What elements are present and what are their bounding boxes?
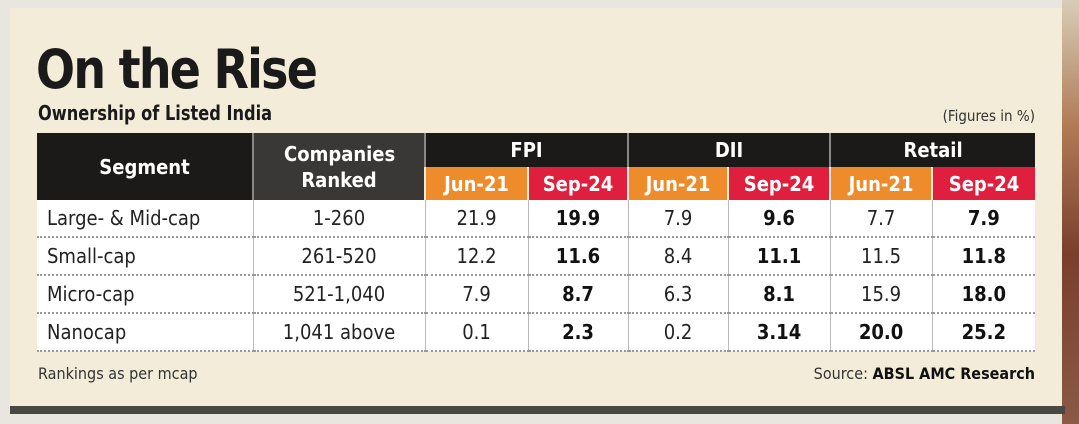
value-cell: 7.7	[829, 200, 933, 238]
header-period-jun-21: Jun-21	[627, 167, 729, 200]
value-cell: 8.1	[727, 275, 831, 314]
value-cell: 0.2	[627, 313, 729, 352]
value-cell: 19.9	[527, 200, 629, 238]
ownership-table: Segment Companies Ranked FPI DII Retail …	[37, 133, 1036, 352]
companies-cell: 261-520	[252, 237, 425, 276]
value-cell: 11.1	[727, 237, 831, 276]
companies-cell: 1-260	[252, 200, 425, 238]
value-cell: 11.5	[829, 237, 933, 276]
companies-cell: 1,041 above	[252, 313, 425, 352]
table-row: Nanocap 1,041 above 0.1 2.3 0.2 3.14 20.0 25.2	[37, 313, 1036, 352]
header-period-sep-24: Sep-24	[931, 167, 1036, 200]
header-fpi: FPI	[423, 133, 629, 167]
header-segment: Segment	[37, 133, 253, 200]
source-line: Source: ABSL AMC Research	[814, 364, 1035, 383]
bottom-bar	[10, 406, 1065, 414]
value-cell: 11.6	[527, 237, 629, 276]
value-cell: 15.9	[829, 275, 933, 314]
value-cell: 8.7	[527, 275, 629, 314]
header-dii: DII	[627, 133, 831, 167]
header-period-jun-21: Jun-21	[424, 167, 528, 200]
segment-cell: Small-cap	[37, 237, 253, 276]
units-note: (Figures in %)	[942, 107, 1035, 125]
segment-cell: Large- & Mid-cap	[37, 200, 253, 238]
header-retail: Retail	[829, 133, 1036, 167]
value-cell: 18.0	[931, 275, 1036, 314]
value-cell: 6.3	[627, 275, 729, 314]
value-cell: 11.8	[931, 237, 1036, 276]
value-cell: 2.3	[527, 313, 629, 352]
value-cell: 7.9	[627, 200, 729, 238]
source-name: ABSL AMC Research	[872, 364, 1035, 383]
chart-title: On the Rise	[36, 38, 318, 101]
table-row: Micro-cap 521-1,040 7.9 8.7 6.3 8.1 15.9 18.0	[37, 275, 1036, 314]
value-cell: 7.9	[424, 275, 528, 314]
chart-subtitle: Ownership of Listed India	[38, 101, 273, 125]
header-period-jun-21: Jun-21	[829, 167, 933, 200]
value-cell: 7.9	[931, 200, 1036, 238]
value-cell: 20.0	[829, 313, 933, 352]
source-label: Source:	[813, 364, 868, 383]
segment-cell: Nanocap	[37, 313, 253, 352]
value-cell: 25.2	[931, 313, 1036, 352]
value-cell: 3.14	[727, 313, 831, 352]
value-cell: 9.6	[727, 200, 831, 238]
header-period-sep-24: Sep-24	[727, 167, 831, 200]
value-cell: 12.2	[424, 237, 528, 276]
table-row: Large- & Mid-cap 1-260 21.9 19.9 7.9 9.6 7.7 7.…	[37, 200, 1036, 238]
header-companies: Companies Ranked	[252, 133, 425, 200]
footnote: Rankings as per mcap	[38, 364, 198, 383]
value-cell: 8.4	[627, 237, 729, 276]
table-row: Small-cap 261-520 12.2 11.6 8.4 11.1 11.5 11.8	[37, 237, 1036, 276]
value-cell: 0.1	[424, 313, 528, 352]
background-photo	[1062, 0, 1079, 424]
value-cell: 21.9	[424, 200, 528, 238]
companies-cell: 521-1,040	[252, 275, 425, 314]
header-period-sep-24: Sep-24	[526, 167, 629, 200]
segment-cell: Micro-cap	[37, 275, 253, 314]
